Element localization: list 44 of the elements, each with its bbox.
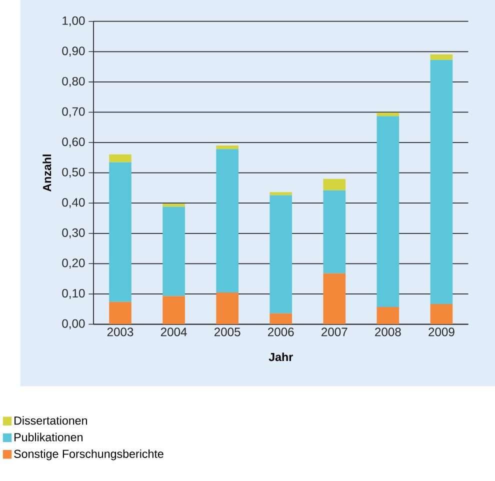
bar bbox=[216, 292, 238, 324]
bar bbox=[109, 154, 132, 162]
bar bbox=[376, 307, 400, 324]
x-tick-label: 2006 bbox=[268, 328, 294, 336]
y-tick-label: 0,90 bbox=[62, 46, 85, 57]
x-tick-label: 2005 bbox=[214, 328, 240, 336]
x-tick-label: 2009 bbox=[428, 328, 454, 336]
x-tick-label: 2004 bbox=[160, 328, 187, 336]
y-tick-label: 0,80 bbox=[62, 77, 85, 88]
bar bbox=[270, 192, 292, 196]
x-tick-label: 2008 bbox=[375, 328, 401, 336]
y-tick-label: 0,20 bbox=[62, 258, 85, 269]
bar bbox=[430, 304, 453, 324]
y-tick-label: 0,00 bbox=[62, 319, 85, 330]
y-tick-label: 1,00 bbox=[62, 16, 85, 27]
bar bbox=[376, 112, 400, 116]
bar bbox=[323, 190, 346, 274]
x-tick-label: 2003 bbox=[107, 328, 134, 336]
bar bbox=[430, 60, 453, 304]
bar bbox=[216, 149, 238, 293]
y-tick-label: 0,50 bbox=[62, 168, 85, 178]
bar bbox=[270, 195, 292, 314]
bar bbox=[376, 116, 400, 308]
bar bbox=[323, 179, 346, 191]
y-tick-label: 0,70 bbox=[62, 107, 85, 118]
bar bbox=[162, 206, 185, 296]
legend-label: Dissertationen bbox=[14, 416, 87, 425]
y-tick-label: 0,60 bbox=[62, 138, 85, 148]
bar bbox=[430, 54, 453, 60]
y-tick-label: 0,10 bbox=[62, 289, 85, 300]
bar bbox=[162, 204, 185, 207]
bar bbox=[109, 302, 132, 324]
legend-label: Publikationen bbox=[14, 433, 82, 442]
y-tick-label: 0,40 bbox=[62, 198, 85, 208]
bar bbox=[270, 314, 292, 324]
y-axis-title: Anzahl bbox=[42, 154, 52, 192]
x-tick-label: 2007 bbox=[322, 328, 348, 336]
bar bbox=[109, 162, 132, 302]
y-tick-label: 0,30 bbox=[62, 228, 85, 239]
x-axis-title: Jahr bbox=[268, 352, 293, 362]
bar bbox=[323, 274, 346, 324]
bar bbox=[216, 146, 238, 150]
bar bbox=[162, 296, 185, 324]
legend-label: Sonstige Forschungsberichte bbox=[14, 450, 164, 460]
